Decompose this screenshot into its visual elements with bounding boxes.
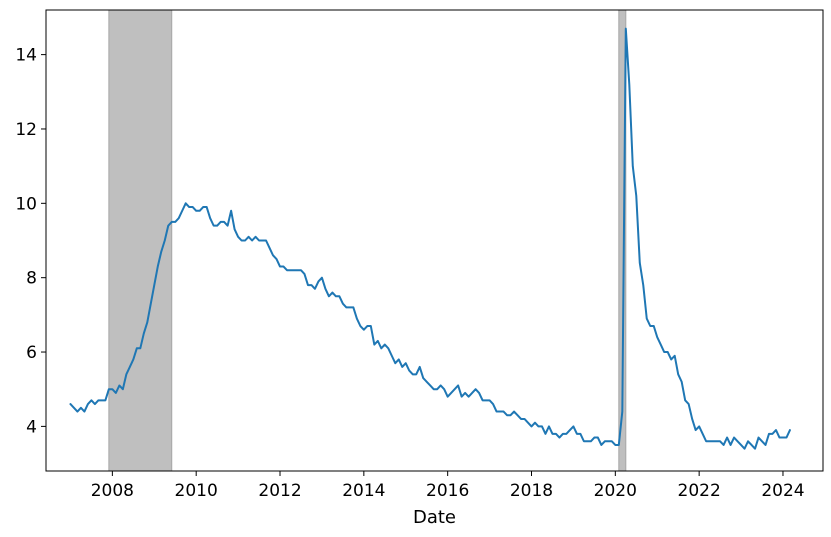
series-line-0 xyxy=(69,27,791,450)
y-tick-label: 14 xyxy=(15,46,37,66)
x-tick-label: 2018 xyxy=(510,481,553,501)
y-tick-label: 8 xyxy=(26,269,37,289)
x-tick-label: 2020 xyxy=(594,481,637,501)
x-tick-label: 2022 xyxy=(678,481,721,501)
x-tick-label: 2024 xyxy=(761,481,804,501)
y-tick-label: 12 xyxy=(15,120,37,140)
x-tick-label: 2010 xyxy=(175,481,218,501)
plot-frame xyxy=(45,9,824,472)
y-axis: 4 6 8 10 12 14 xyxy=(15,46,46,437)
x-tick-label: 2008 xyxy=(91,481,134,501)
x-axis-title: Date xyxy=(413,507,456,528)
recession-shading xyxy=(108,9,627,472)
x-tick-label: 2012 xyxy=(258,481,301,501)
y-tick-label: 6 xyxy=(26,343,37,363)
series-layer xyxy=(69,27,791,450)
x-axis: 2008 2010 2012 2014 2016 2018 2020 2022 2024 xyxy=(91,471,805,501)
recession-band-0 xyxy=(108,9,173,472)
y-tick-label: 4 xyxy=(26,417,37,437)
x-tick-label: 2014 xyxy=(342,481,385,501)
y-tick-label: 10 xyxy=(15,194,37,214)
x-tick-label: 2016 xyxy=(426,481,469,501)
